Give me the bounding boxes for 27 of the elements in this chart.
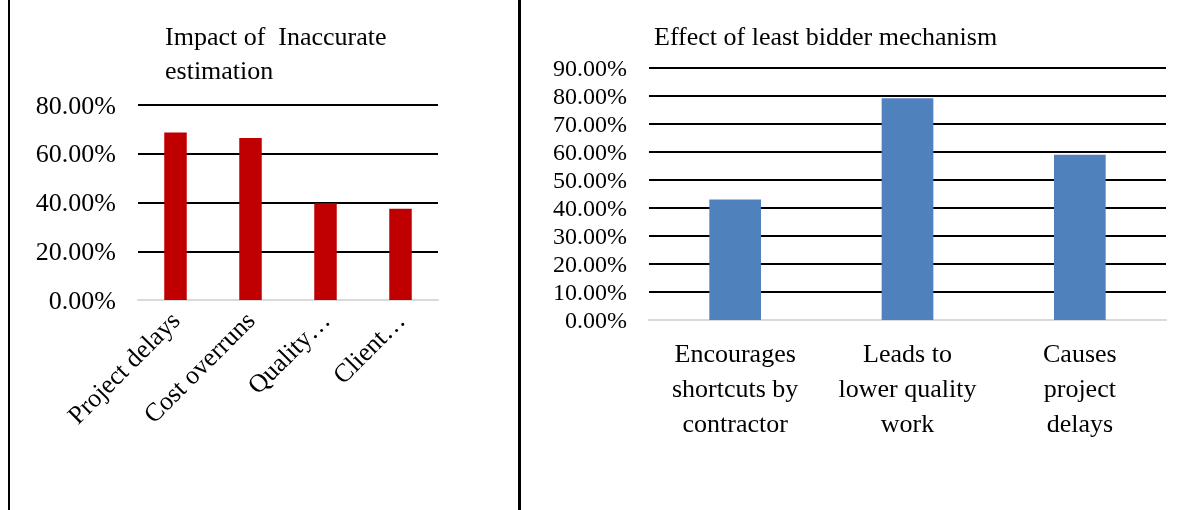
y-tick-label: 20.00% (553, 251, 627, 277)
bar (164, 132, 187, 300)
bar (314, 203, 337, 300)
y-tick-label: 60.00% (35, 139, 116, 169)
y-tick-label: 0.00% (565, 307, 627, 333)
y-tick-label: 40.00% (35, 188, 116, 217)
y-tick-label: 50.00% (553, 167, 627, 193)
y-tick-label: 0.00% (48, 285, 116, 315)
bar (389, 208, 412, 300)
bar (1053, 154, 1106, 320)
y-tick-label: 60.00% (553, 139, 627, 165)
y-tick-label: 40.00% (553, 195, 627, 221)
bar (881, 98, 934, 320)
y-tick-label: 90.00% (553, 55, 627, 81)
bar (709, 199, 762, 320)
x-tick-label: Leads to lower quality work (838, 339, 977, 438)
x-tick-label: Encourages shortcuts by contractor (671, 339, 799, 438)
chart-title: Effect of least bidder mechanism (654, 21, 998, 51)
y-tick-label: 30.00% (553, 223, 627, 249)
x-tick-label: Causes project delays (1043, 339, 1117, 438)
bar (239, 137, 262, 300)
y-tick-label: 10.00% (553, 279, 627, 305)
y-tick-label: 70.00% (553, 111, 627, 137)
y-tick-label: 80.00% (553, 83, 627, 109)
y-tick-label: 20.00% (35, 236, 116, 266)
chart-title: Impact of Inaccurate estimation (165, 21, 387, 85)
y-tick-label: 80.00% (35, 90, 116, 120)
